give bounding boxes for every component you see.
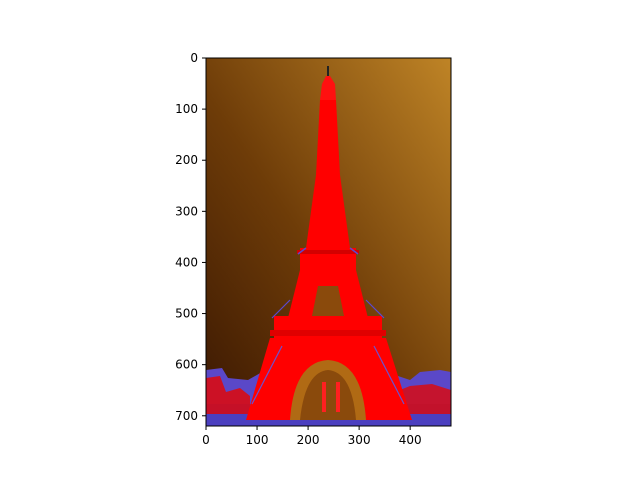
y-tick-label: 600 (175, 358, 198, 372)
y-tick-label: 100 (175, 102, 198, 116)
y-tick-label: 300 (175, 204, 198, 218)
x-tick-label: 200 (297, 433, 320, 447)
x-tick-label: 0 (202, 433, 210, 447)
eiffel-tower (246, 66, 412, 420)
x-tick-label: 300 (348, 433, 371, 447)
x-axis: 0 100 200 300 400 (202, 426, 422, 447)
y-axis: 0 100 200 300 400 500 600 700 (175, 51, 206, 423)
x-tick-label: 400 (399, 433, 422, 447)
y-tick-label: 700 (175, 409, 198, 423)
y-tick-label: 200 (175, 153, 198, 167)
y-tick-label: 500 (175, 307, 198, 321)
y-tick-label: 0 (190, 51, 198, 65)
x-tick-label: 100 (246, 433, 269, 447)
image-area (206, 58, 451, 426)
axes-frame (205, 57, 452, 427)
y-tick-label: 400 (175, 255, 198, 269)
